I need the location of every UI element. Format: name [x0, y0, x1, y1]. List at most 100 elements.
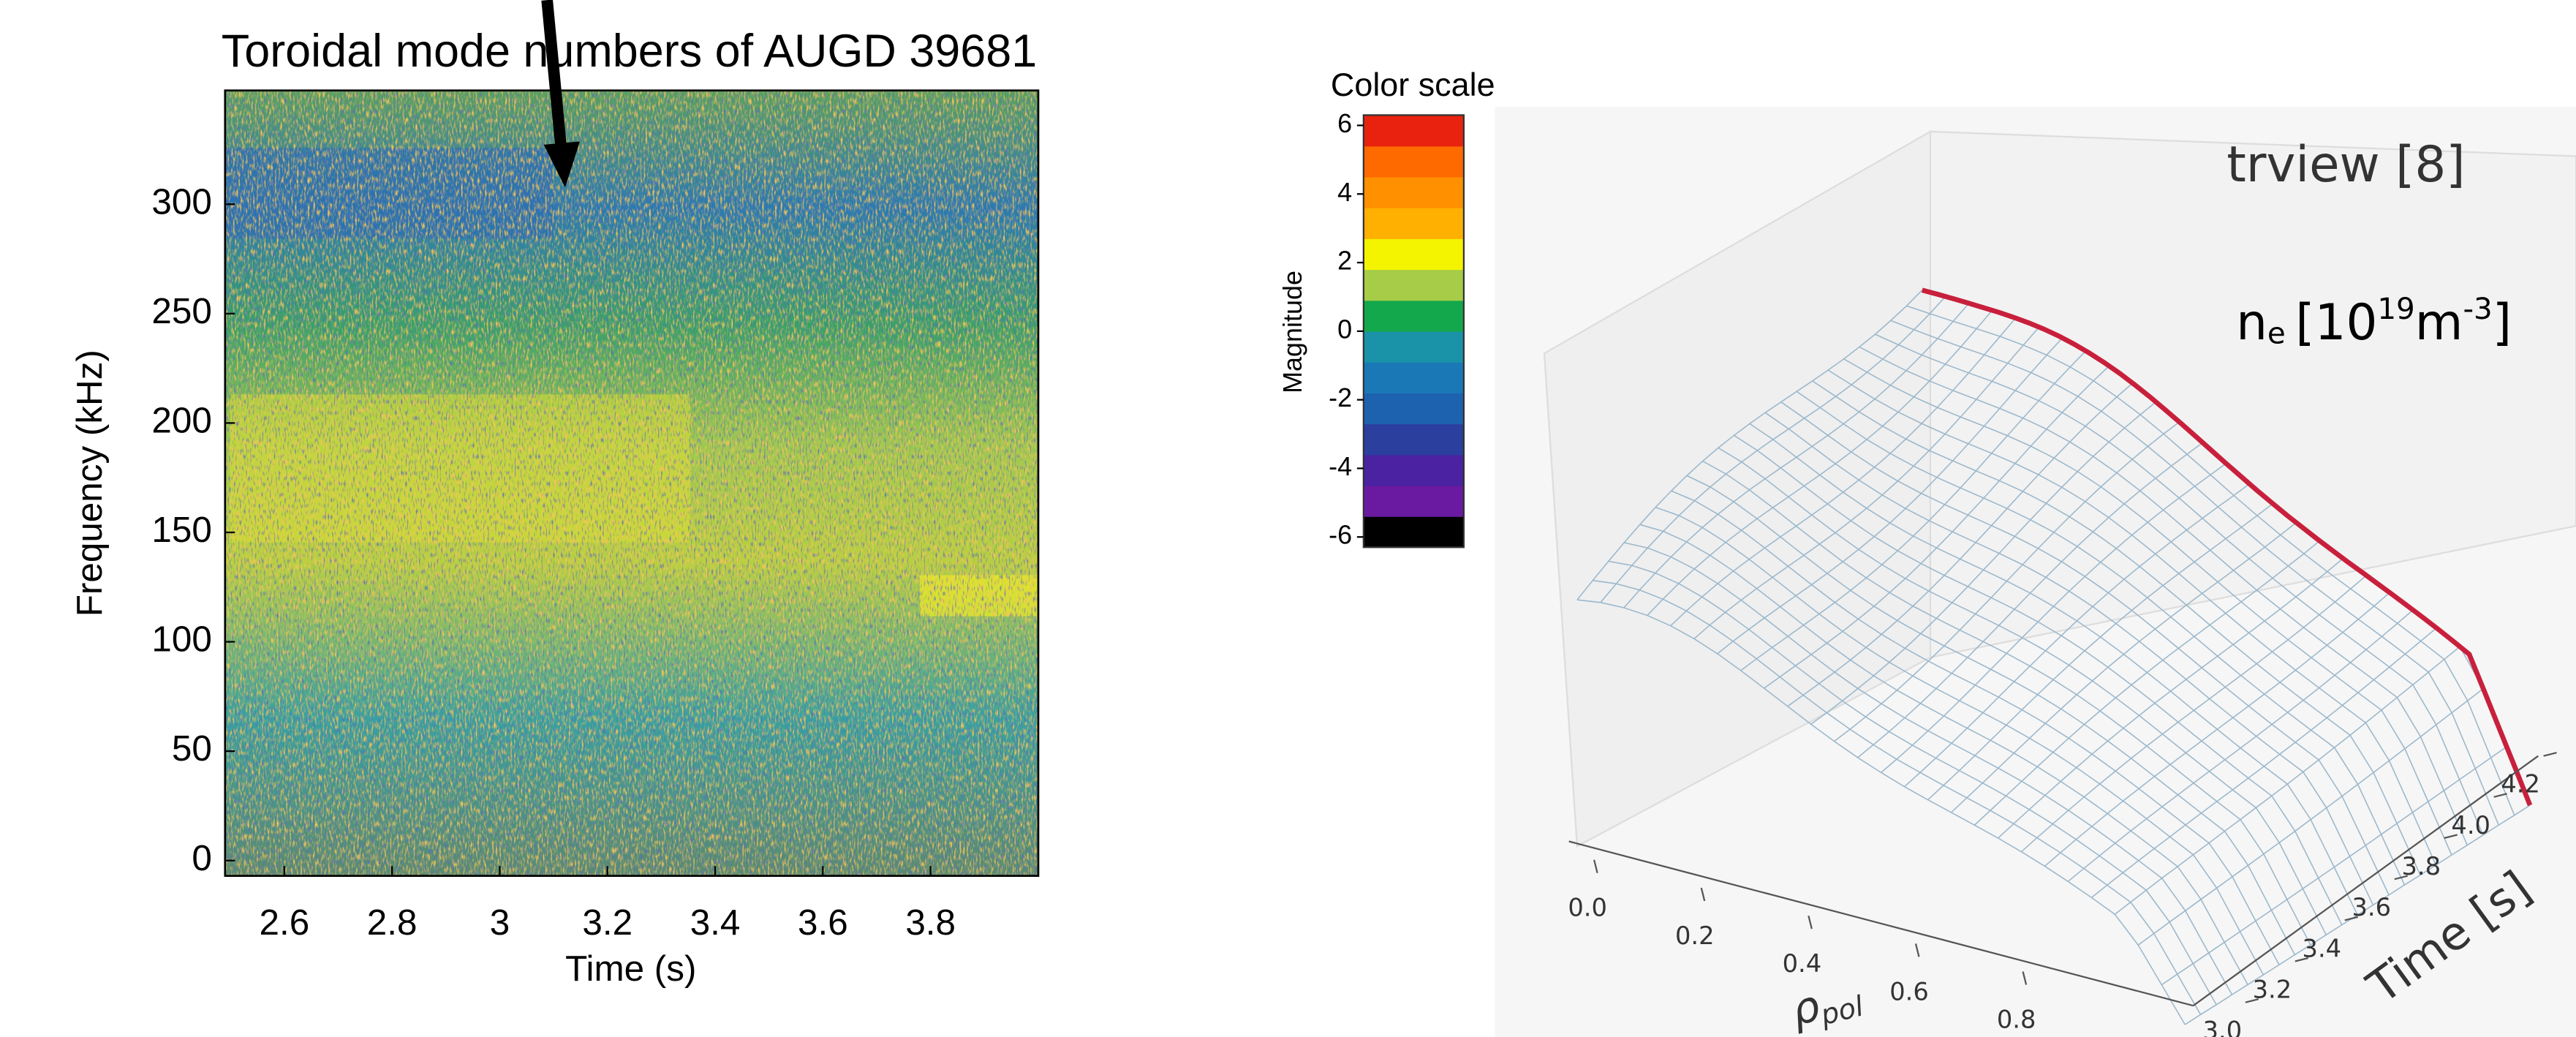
- wire: [1951, 521, 2297, 813]
- y-tick-label: 3.2: [2253, 975, 2292, 1003]
- colorbar-tick-label: 4: [1337, 177, 1352, 207]
- wire: [2044, 592, 2390, 867]
- colorbar-label: Magnitude: [1277, 271, 1307, 393]
- colorbar-swatch: [1363, 485, 1464, 517]
- wire: [1973, 540, 2320, 826]
- x-tick: [1914, 943, 1920, 957]
- x-tick: [1700, 887, 1706, 902]
- wire: [1670, 317, 2017, 627]
- arrow-head: [543, 141, 581, 188]
- wire: [1693, 326, 2040, 640]
- wire: [1764, 365, 2109, 689]
- y-axis-label: Frequency (kHz): [69, 350, 110, 616]
- wire: [1927, 503, 2273, 801]
- wire: [1623, 303, 1970, 608]
- x-tick-label: 3.8: [905, 902, 956, 943]
- colorbar-tick-label: -2: [1329, 382, 1352, 412]
- label-part: n: [2236, 293, 2267, 351]
- y-tick-label: 3.4: [2303, 934, 2342, 962]
- label-part: [10: [2295, 293, 2377, 351]
- colorbar-swatch: [1363, 176, 1464, 208]
- wire: [2090, 627, 2437, 898]
- surface-plot: trview [8] ne [1019m-3] ρpol Time [s] 0.0…: [1495, 107, 2576, 1037]
- y-tick: [2245, 998, 2259, 1003]
- wire: [1647, 309, 1993, 616]
- y-tick-label: 150: [151, 510, 211, 550]
- x-tick: [1808, 915, 1813, 929]
- y-tick-label: 50: [172, 728, 212, 769]
- wire: [1881, 463, 2226, 773]
- y-tick-label: 100: [151, 619, 211, 660]
- x-tick: [2022, 971, 2028, 985]
- density-label: ne [1019m-3]: [2236, 291, 2512, 351]
- y-tick-label: 4.0: [2451, 811, 2490, 840]
- label-part: m: [2415, 293, 2463, 351]
- y-tick: [2294, 957, 2309, 962]
- x-tick: [1593, 859, 1598, 874]
- colorbar-tick-label: 6: [1337, 108, 1352, 138]
- colorbar-swatch: [1363, 362, 1464, 393]
- colorbar-swatch: [1363, 146, 1464, 178]
- x-tick-label: 3.6: [798, 902, 848, 943]
- colorbar-swatch: [1363, 393, 1464, 425]
- x-tick-label: 0.2: [1675, 921, 1715, 950]
- highlight-curve: [1921, 287, 2533, 807]
- axis-line: [2192, 755, 2539, 1007]
- y-tick-label: 3.6: [2352, 893, 2391, 921]
- label-part: -3: [2463, 291, 2492, 326]
- colorbar-swatch: [1363, 300, 1464, 332]
- colorbar-swatch: [1363, 115, 1464, 147]
- y-tick-label: 200: [151, 400, 211, 440]
- y-tick: [2493, 793, 2507, 798]
- colorbar-tick-label: -4: [1329, 451, 1352, 481]
- wire: [1834, 421, 2180, 742]
- heatmap-noise: [224, 90, 1038, 876]
- wire: [1740, 350, 2087, 671]
- axis-line: [1568, 840, 2194, 1007]
- colorbar-swatch: [1363, 238, 1464, 271]
- colorbar-swatch: [1363, 269, 1464, 301]
- y-tick-label: 3.8: [2401, 852, 2441, 880]
- label-part: 19: [2377, 291, 2414, 326]
- x-tick-label: 0.0: [1568, 894, 1607, 922]
- wire: [2137, 688, 2484, 946]
- chart-title: Toroidal mode numbers of AUGD 39681: [222, 26, 1037, 77]
- x-tick-label: 0.8: [1997, 1005, 2036, 1033]
- colorbar-tick-label: 2: [1337, 246, 1352, 276]
- y-tick-label: 0: [192, 838, 211, 878]
- x-tick-label: 0.4: [1783, 949, 1822, 978]
- colorbar-swatch: [1363, 516, 1464, 548]
- colorbar-swatch: [1363, 454, 1464, 486]
- wire: [1857, 442, 2203, 758]
- wire: [2184, 804, 2531, 1025]
- x-tick-label: 3: [490, 902, 510, 943]
- wire: [1717, 337, 2063, 655]
- colorbar-title: Color scale: [1331, 66, 1495, 103]
- colorbar-swatch: [1363, 208, 1464, 239]
- y-tick-label: 4.2: [2501, 770, 2540, 799]
- arrow: [541, 0, 568, 157]
- label-part: e: [2267, 315, 2286, 350]
- y-tick: [2344, 916, 2359, 921]
- x-tick-label: 0.6: [1889, 977, 1929, 1006]
- y-tick: [2444, 834, 2458, 840]
- wire: [1600, 295, 1946, 603]
- colorbar-tick-label: 0: [1337, 314, 1352, 344]
- x-tick-label: 2.8: [367, 902, 418, 943]
- wire: [1998, 557, 2343, 839]
- annotation: trview [8]: [2226, 135, 2465, 193]
- colorbar-tick-label: -6: [1329, 520, 1352, 550]
- x-tick-label: 2.6: [259, 902, 309, 943]
- wire: [1903, 483, 2250, 788]
- y-tick-label: 3.0: [2203, 1017, 2243, 1037]
- wire: [2067, 609, 2414, 882]
- colorbar-swatch: [1363, 331, 1464, 363]
- x-axis-label: Time (s): [565, 949, 696, 989]
- spectrogram: Toroidal mode numbers of AUGD 39681 Time…: [69, 0, 1495, 989]
- y-tick-label: 300: [151, 181, 211, 222]
- y-tick: [2543, 752, 2557, 757]
- plot-frame: [224, 89, 1040, 878]
- x-tick-label: 3.2: [582, 902, 632, 943]
- wire: [1576, 290, 1923, 600]
